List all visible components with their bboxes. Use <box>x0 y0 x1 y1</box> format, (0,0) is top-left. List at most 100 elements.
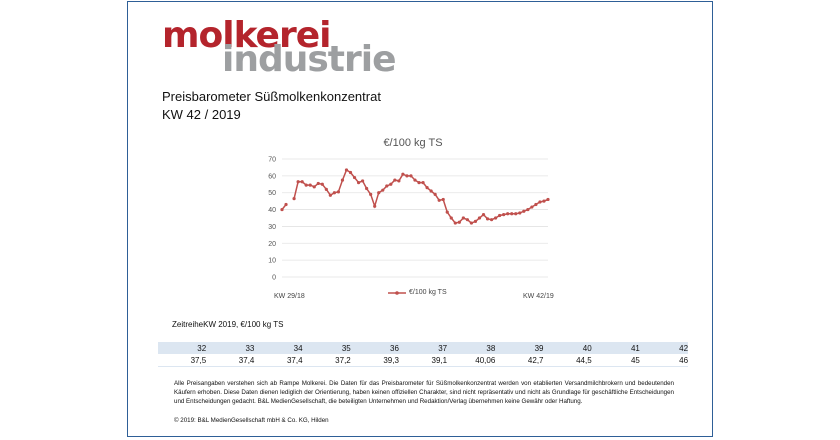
y-tick-20: 20 <box>268 241 276 248</box>
disclaimer: Alle Preisangaben verstehen sich ab Ramp… <box>174 380 674 405</box>
data-point-0 <box>280 207 284 212</box>
data-point-13 <box>332 191 336 195</box>
data-point-63 <box>534 202 538 207</box>
data-point-43 <box>453 221 457 225</box>
data-point-40 <box>441 197 445 202</box>
y-tick-10: 10 <box>268 258 276 265</box>
week-cell-3: 35 <box>341 343 351 353</box>
value-cell-6: 40,06 <box>475 355 496 365</box>
y-tick-50: 50 <box>268 190 276 197</box>
value-cell-7: 42,7 <box>527 355 544 365</box>
copyright: © 2019: B&L MedienGesellschaft mbH & Co.… <box>174 417 329 424</box>
data-point-32 <box>409 174 413 178</box>
data-point-42 <box>449 216 453 220</box>
data-point-26 <box>385 184 389 188</box>
data-point-24 <box>377 191 381 195</box>
data-point-6 <box>304 183 308 187</box>
data-point-17 <box>348 170 353 175</box>
data-point-19 <box>356 181 361 185</box>
data-point-57 <box>510 212 514 216</box>
week-cell-6: 38 <box>486 343 496 353</box>
data-point-18 <box>352 175 357 180</box>
legend: €/100 kg TS <box>388 289 447 296</box>
chart-title: €/100 kg TS <box>383 137 443 149</box>
value-cell-4: 39,3 <box>383 355 399 365</box>
data-point-34 <box>417 181 421 185</box>
data-point-35 <box>421 181 425 185</box>
data-point-49 <box>477 216 482 220</box>
table-header-row: 32 33 34 35 36 37 38 39 40 41 42 <box>158 342 688 354</box>
data-point-16 <box>344 168 349 172</box>
data-point-9 <box>316 181 320 186</box>
data-point-1 <box>284 202 288 207</box>
data-point-52 <box>489 218 494 222</box>
value-cell-10: 46 <box>679 355 689 365</box>
logo: molkerei industrie <box>162 15 397 80</box>
data-point-41 <box>445 210 449 214</box>
data-point-54 <box>498 213 502 218</box>
data-point-4 <box>296 180 300 184</box>
data-point-30 <box>401 172 405 176</box>
data-point-8 <box>312 185 316 189</box>
data-point-64 <box>538 200 542 204</box>
data-point-27 <box>389 182 393 186</box>
data-point-20 <box>361 179 365 183</box>
title-line2: KW 42 / 2019 <box>162 107 241 122</box>
value-cell-1: 37,4 <box>238 355 255 365</box>
price-chart: 0 10 20 30 40 50 60 70 <box>268 157 550 282</box>
week-cell-5: 37 <box>438 343 448 353</box>
y-tick-60: 60 <box>268 173 276 180</box>
week-cell-9: 41 <box>630 343 640 353</box>
data-point-50 <box>481 213 486 217</box>
data-point-25 <box>381 188 385 192</box>
data-point-5 <box>300 180 304 184</box>
data-point-23 <box>373 204 377 208</box>
data-point-51 <box>485 217 490 221</box>
data-point-53 <box>494 216 498 220</box>
week-cell-7: 39 <box>534 343 544 353</box>
data-point-3 <box>292 197 296 201</box>
table-values-row: 37,5 37,4 37,4 37,2 39,3 39,1 40,06 42,7 44,5 45 4… <box>158 354 688 367</box>
data-point-31 <box>405 174 409 178</box>
logo-top: molkerei <box>162 15 331 56</box>
legend-label: €/100 kg TS <box>409 289 447 296</box>
week-cell-2: 34 <box>293 343 303 353</box>
data-point-7 <box>308 183 312 187</box>
report-frame: molkerei industrie Preisbarometer Süßmol… <box>127 1 713 437</box>
value-cell-8: 44,5 <box>576 355 592 365</box>
y-tick-70: 70 <box>268 157 276 164</box>
logo-bottom: industrie <box>222 39 397 80</box>
page-title: Preisbarometer Süßmolkenkonzentrat KW 42… <box>162 88 381 124</box>
data-point-39 <box>437 198 441 202</box>
data-point-66 <box>546 197 550 202</box>
data-point-47 <box>469 221 474 225</box>
data-point-61 <box>526 207 530 212</box>
value-cell-3: 37,2 <box>335 355 351 365</box>
data-point-10 <box>320 182 324 186</box>
data-point-11 <box>324 187 328 191</box>
x-end-label: KW 42/19 <box>523 293 554 300</box>
data-point-15 <box>340 178 345 182</box>
value-cell-0: 37,5 <box>190 355 207 365</box>
data-point-37 <box>429 189 433 193</box>
y-tick-40: 40 <box>268 207 276 214</box>
data-point-44 <box>457 220 461 224</box>
data-point-60 <box>522 209 526 213</box>
data-point-36 <box>425 186 429 190</box>
table-label: ZeitreiheKW 2019, €/100 kg TS <box>172 320 284 329</box>
data-point-33 <box>413 178 417 182</box>
value-cell-5: 39,1 <box>431 355 448 365</box>
y-tick-0: 0 <box>272 275 276 282</box>
week-cell-8: 40 <box>582 343 592 353</box>
value-cell-9: 45 <box>630 355 640 365</box>
legend-marker <box>388 290 406 295</box>
data-point-58 <box>514 212 518 216</box>
data-point-38 <box>433 192 437 196</box>
data-point-28 <box>393 178 397 182</box>
data-point-65 <box>542 199 546 203</box>
data-point-56 <box>506 212 510 216</box>
week-cell-4: 36 <box>390 343 399 353</box>
data-point-59 <box>518 211 522 215</box>
data-table: 32 33 34 35 36 37 38 39 40 41 42 37,5 37,4 37,4 37,2 3… <box>158 342 688 367</box>
week-cell-10: 42 <box>679 343 689 353</box>
